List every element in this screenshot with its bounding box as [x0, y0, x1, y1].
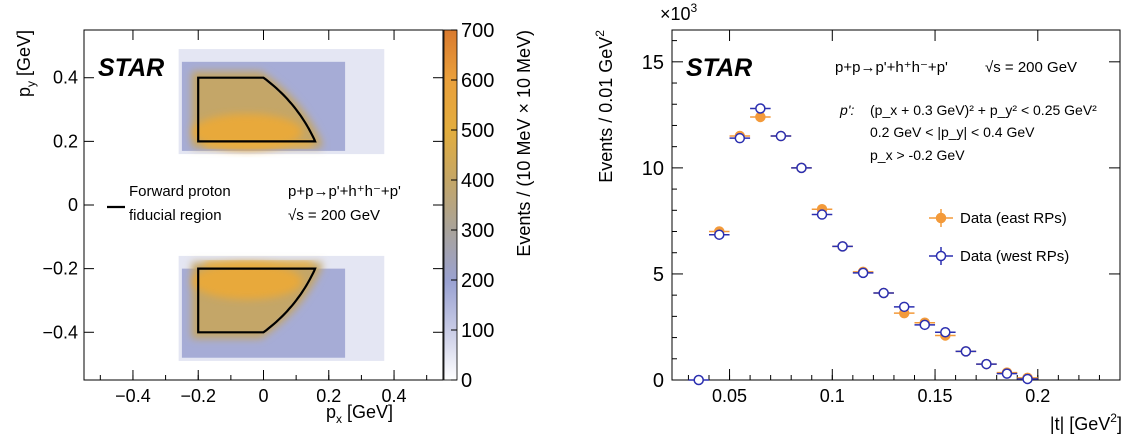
t-y-ticks: 0 5 10 15: [642, 40, 1120, 392]
t-y-axis-label: Events / 0.01 GeV2: [593, 30, 616, 183]
point-west: [960, 346, 972, 357]
y-multiplier-label: ×103: [660, 1, 698, 24]
x-tick-label: 0.4: [382, 386, 407, 406]
heatmap-reaction-label: p+p→p'+h⁺h⁻+p': [288, 183, 401, 200]
heatmap-y-axis-label: py [GeV]: [14, 30, 38, 97]
point-west: [796, 162, 807, 174]
y-tick-label: 0.2: [53, 131, 78, 151]
heatmap-energy-label: √s = 200 GeV: [288, 207, 380, 224]
point-west: [940, 327, 951, 338]
x-tick-label: 0.2: [316, 386, 341, 406]
cuts-line3: p_x > -0.2 GeV: [870, 147, 965, 163]
x-tick-label: 0.15: [918, 386, 953, 406]
legend-label: Data (west RPs): [960, 248, 1069, 265]
colorbar-tick-label: 600: [461, 70, 494, 92]
fiducial-region-lower: [197, 267, 317, 334]
y-tick-label: 10: [642, 158, 664, 180]
t-legend: Data (east RPs) Data (west RPs): [929, 209, 1069, 265]
density-peak: [192, 263, 303, 300]
colorbar-tick-label: 400: [461, 170, 494, 192]
t-energy-label: √s = 200 GeV: [985, 59, 1077, 76]
point-east: [755, 111, 766, 123]
legend-label: Data (east RPs): [960, 210, 1067, 227]
point-west: [898, 301, 910, 313]
y-tick-label: −0.2: [42, 259, 78, 279]
t-x-ticks: 0.05 0.1 0.15 0.2: [687, 30, 1121, 406]
colorbar-label: Events / (10 MeV × 10 MeV): [514, 30, 534, 257]
point-west: [714, 229, 725, 240]
colorbar-tick-label: 500: [461, 120, 494, 142]
cuts-line1: (p_x + 0.3 GeV)² + p_y² < 0.25 GeV²: [870, 102, 1097, 118]
colorbar-tick-label: 300: [461, 220, 494, 242]
fiducial-region-upper: [197, 76, 317, 143]
heatmap-x-ticks: −0.4 −0.2 0 0.2 0.4: [99, 30, 428, 406]
point-west: [775, 130, 787, 142]
star-logo: STAR: [98, 54, 164, 82]
cuts-line2: 0.2 GeV < |p_y| < 0.4 GeV: [870, 124, 1035, 140]
colorbar-tick-label: 100: [461, 320, 494, 342]
density-edge: [204, 140, 313, 148]
t-plot-frame: [671, 29, 1121, 381]
point-west: [878, 287, 889, 299]
y-tick-label: −0.4: [42, 322, 78, 342]
legend-marker: [935, 212, 947, 224]
legend-label-line1: Forward proton: [129, 183, 231, 200]
colorbar-ticks: 0 100 200 300 400 500 600 700: [451, 20, 494, 392]
point-west: [857, 267, 869, 279]
x-tick-label: 0.2: [1025, 386, 1050, 406]
y-tick-label: 0.4: [53, 68, 78, 88]
heatmap-x-axis-label: px [GeV]: [326, 402, 393, 426]
t-distribution-panel: 0.05 0.1 0.15 0.2 0 5 10 15 ×103 STAR p+p→p'+h…: [593, 1, 1122, 434]
point-west: [755, 103, 766, 114]
cuts-label: p':: [839, 102, 854, 118]
y-tick-label: 5: [653, 264, 664, 286]
colorbar-tick-label: 700: [461, 20, 494, 42]
point-west: [816, 209, 828, 220]
y-tick-label: 0: [653, 370, 664, 392]
x-tick-label: 0.05: [712, 386, 747, 406]
point-west: [981, 358, 992, 370]
heatmap-panel: −0.4 −0.2 0 0.2 0.4 −0.4 −0.2 0 0.2 0.4 STAR For…: [14, 20, 534, 426]
point-west: [1022, 373, 1033, 385]
x-tick-label: −0.2: [180, 386, 216, 406]
t-x-axis-label: |t| [GeV2]: [1050, 411, 1122, 434]
t-reaction-label: p+p→p'+h⁺h⁻+p': [835, 59, 948, 76]
point-west: [1001, 368, 1013, 379]
heatmap-y-ticks: −0.4 −0.2 0 0.2 0.4: [42, 68, 443, 342]
x-tick-label: −0.4: [115, 386, 151, 406]
legend-marker: [935, 250, 947, 262]
y-tick-label: 0: [68, 195, 78, 215]
t-data-points: [688, 103, 1038, 386]
density-edge: [204, 261, 313, 269]
point-west: [837, 241, 848, 252]
star-logo-right: STAR: [686, 54, 752, 82]
colorbar-tick-label: 200: [461, 270, 494, 292]
colorbar: [443, 29, 458, 381]
density-map: [178, 49, 385, 361]
point-west: [693, 374, 704, 386]
legend-label-line2: fiducial region: [129, 207, 222, 224]
point-west: [919, 319, 931, 331]
y-tick-label: 15: [642, 52, 664, 74]
x-tick-label: 0: [258, 386, 268, 406]
x-tick-label: 0.1: [820, 386, 845, 406]
point-west: [734, 132, 746, 144]
colorbar-tick-label: 0: [461, 370, 472, 392]
